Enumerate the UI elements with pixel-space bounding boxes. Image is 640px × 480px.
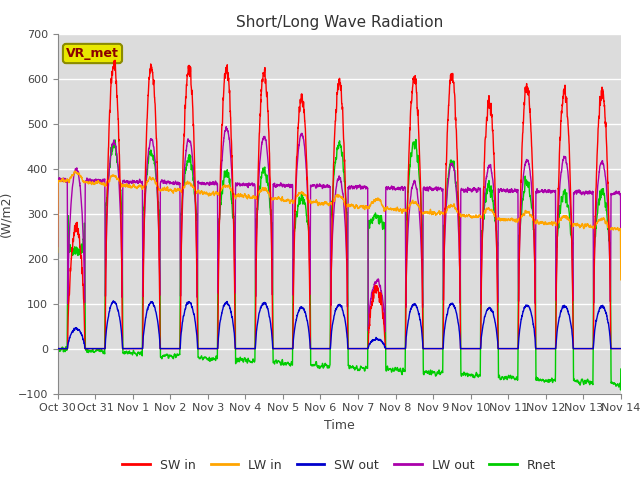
Text: VR_met: VR_met (66, 47, 119, 60)
X-axis label: Time: Time (324, 419, 355, 432)
Title: Short/Long Wave Radiation: Short/Long Wave Radiation (236, 15, 443, 30)
Legend: SW in, LW in, SW out, LW out, Rnet: SW in, LW in, SW out, LW out, Rnet (118, 454, 561, 477)
Y-axis label: (W/m2): (W/m2) (0, 191, 12, 237)
